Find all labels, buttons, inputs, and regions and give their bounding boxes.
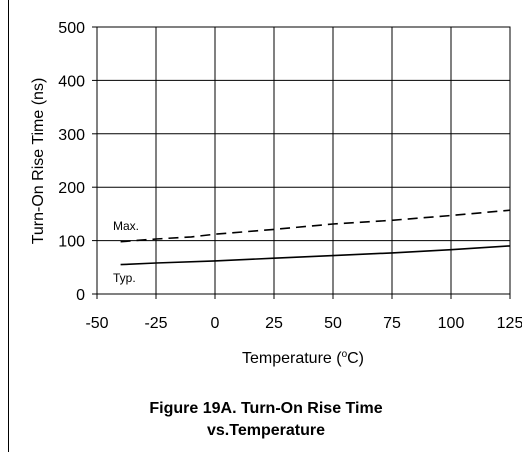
y-tick-label: 200 [58, 180, 85, 197]
x-tick-label: 100 [438, 315, 465, 332]
x-axis-title-degree: o [342, 349, 348, 360]
plot-area-border [96, 26, 511, 295]
tick-labels: 0 100 200 300 400 500 -50 -25 0 25 50 75 100 125 [58, 20, 522, 332]
series-label-max: Max. [113, 219, 139, 233]
x-tick-label: 50 [324, 315, 342, 332]
series-line-max [120, 209, 511, 243]
grid-lines [96, 26, 511, 295]
x-tick-label: 0 [211, 315, 220, 332]
x-axis-title-unit: C) [347, 350, 364, 367]
y-axis-title: Turn-On Rise Time (ns) [30, 78, 47, 245]
x-axis-title-main: Temperature ( [242, 350, 342, 367]
y-tick-label: 400 [58, 73, 85, 90]
y-tick-label: 300 [58, 127, 85, 144]
x-tick-label: -50 [85, 315, 108, 332]
y-tick-label: 500 [58, 20, 85, 37]
figure-caption-line2: vs.Temperature [207, 422, 325, 439]
x-tick-label: 25 [265, 315, 283, 332]
figure-caption: Figure 19A. Turn-On Rise Time vs.Tempera… [110, 398, 422, 442]
rise-time-chart: 0 100 200 300 400 500 -50 -25 0 25 50 75 100 125 Max.… [30, 20, 522, 367]
figure-frame-left-border [8, 0, 9, 452]
x-tick-label: 125 [497, 315, 522, 332]
x-tick-label: 75 [383, 315, 401, 332]
x-tick-label: -25 [144, 315, 167, 332]
series-layer [120, 209, 511, 266]
figure-caption-line1: Figure 19A. Turn-On Rise Time [149, 400, 383, 417]
series-line-typ [120, 245, 511, 266]
series-label-typ: Typ. [113, 271, 136, 285]
x-axis-title: Temperature (oC) [242, 349, 364, 367]
y-tick-label: 0 [76, 287, 85, 304]
y-tick-label: 100 [58, 234, 85, 251]
